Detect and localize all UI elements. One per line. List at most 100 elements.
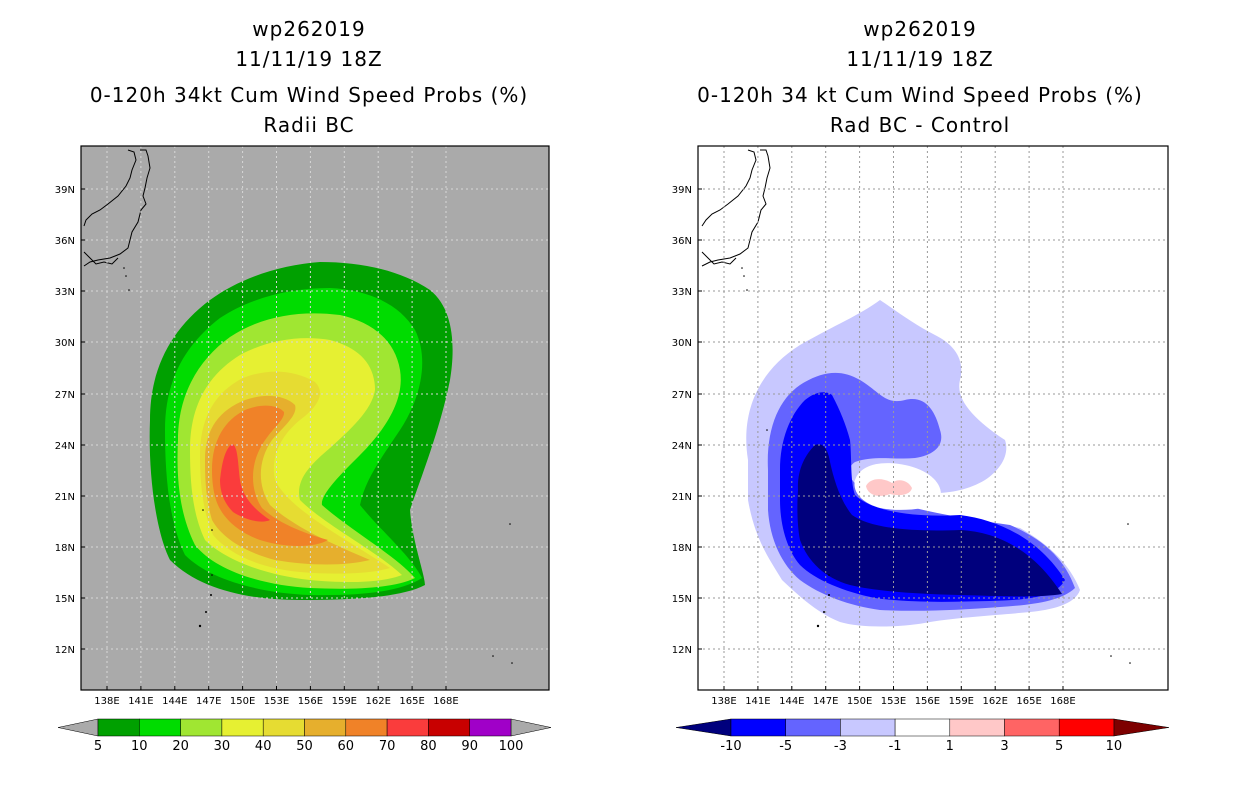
right-lon-label: 156E (915, 696, 940, 707)
left-colorbar-label: 60 (338, 739, 355, 754)
left-lon-label: 168E (433, 696, 458, 707)
right-lon-label: 168E (1050, 696, 1075, 707)
right-island-dot (743, 275, 745, 277)
left-datetime: 11/11/19 18Z (235, 47, 383, 71)
right-colorbar-max-arrow (1113, 718, 1169, 737)
left-lon-label: 141E (128, 696, 153, 707)
right-contour-plus1 (866, 479, 912, 496)
left-island-dot (202, 509, 204, 511)
left-lat-label: 30N (55, 338, 75, 349)
right-lat-label: 18N (672, 543, 692, 554)
right-lon-label: 162E (982, 696, 1007, 707)
right-colorbar-swatch (840, 718, 896, 737)
left-island-dot (509, 523, 511, 525)
left-colorbar-label: 80 (420, 739, 437, 754)
right-colorbar-label: 1 (946, 739, 954, 754)
right-colorbar-label: -5 (779, 739, 792, 754)
left-lat-label: 12N (55, 645, 75, 656)
left-map-panel: 138E 141E 144E 147E 150E 153E 156E 159E 162E 165E… (55, 145, 550, 707)
left-colorbar-label: 20 (172, 739, 189, 754)
left-colorbar-swatch (345, 718, 388, 737)
left-lon-label: 165E (399, 696, 424, 707)
left-map-frame (80, 145, 550, 691)
right-island-dot (1127, 523, 1129, 525)
left-colorbar-swatch (386, 718, 429, 737)
left-lat-label: 24N (55, 441, 75, 452)
left-colorbar-label: 40 (255, 739, 272, 754)
right-map-panel: 138E 141E 144E 147E 150E 153E 156E 159E 162E 165E… (672, 145, 1169, 707)
left-island-dot (211, 574, 213, 576)
left-lat-label: 15N (55, 594, 75, 605)
left-subtitle: Radii BC (263, 113, 355, 137)
left-colorbar: 5 10 20 30 40 50 60 70 80 90 100 (57, 718, 552, 754)
left-storm-id: wp262019 (252, 17, 366, 41)
right-lon-label: 141E (745, 696, 770, 707)
right-title-block: wp262019 11/11/19 18Z 0-120h 34 kt Cum W… (660, 14, 1180, 140)
right-island-dot (828, 594, 830, 596)
left-lon-label: 159E (332, 696, 357, 707)
right-colorbar-swatch (785, 718, 841, 737)
left-colorbar-swatch (97, 718, 140, 737)
right-colorbar-label: -1 (889, 739, 902, 754)
left-island-dot (511, 662, 513, 664)
right-datetime: 11/11/19 18Z (846, 47, 994, 71)
left-lon-label: 138E (94, 696, 119, 707)
left-coast-japan (83, 149, 151, 267)
right-colorbar-label: -3 (834, 739, 847, 754)
right-island-dot (1129, 662, 1131, 664)
left-lon-label: 147E (196, 696, 221, 707)
left-lat-label: 21N (55, 492, 75, 503)
right-lat-label: 39N (672, 185, 692, 196)
right-subtitle: Rad BC - Control (829, 113, 1011, 137)
left-colorbar-label: 5 (94, 739, 102, 754)
left-probability-contours (149, 262, 453, 600)
left-lat-label: 18N (55, 543, 75, 554)
left-lon-label: 156E (298, 696, 323, 707)
right-title: 0-120h 34 kt Cum Wind Speed Probs (%) (697, 83, 1143, 107)
right-islands (741, 267, 1131, 664)
left-island-dot (125, 275, 127, 277)
left-title: 0-120h 34kt Cum Wind Speed Probs (%) (89, 83, 529, 107)
left-colorbar-swatch (469, 718, 512, 737)
left-lon-label: 153E (264, 696, 289, 707)
right-lon-label: 165E (1016, 696, 1041, 707)
right-coast-kyushu (701, 251, 737, 265)
right-lat-label: 15N (672, 594, 692, 605)
right-coast-japan (701, 149, 771, 267)
left-island-dot (128, 289, 130, 291)
right-colorbar-swatch (894, 718, 951, 737)
left-island-dot (205, 611, 207, 613)
left-colorbar-swatch (139, 718, 181, 737)
left-island-dot (210, 594, 212, 596)
left-colorbar-label: 100 (499, 739, 524, 754)
right-colorbar-swatch (949, 718, 1005, 737)
left-islands (123, 267, 513, 664)
right-island-dot (766, 429, 768, 431)
left-colorbar-swatch (262, 718, 305, 737)
right-lat-label: 33N (672, 287, 692, 298)
left-colorbar-swatch (304, 718, 347, 737)
left-lon-label: 162E (365, 696, 390, 707)
right-island-dot (741, 267, 743, 269)
left-coast-island (83, 149, 137, 227)
right-gridlines (698, 146, 1168, 690)
right-colorbar-min-arrow (675, 718, 732, 737)
right-island-dot (816, 624, 820, 628)
left-coast-kyushu (83, 251, 119, 265)
right-island-dot (746, 289, 748, 291)
right-storm-id: wp262019 (863, 17, 977, 41)
right-lat-label: 27N (672, 390, 692, 401)
right-axis-ticks: 138E 141E 144E 147E 150E 153E 156E 159E 162E 165E… (672, 185, 1076, 707)
right-colorbar: -10 -5 -3 -1 1 3 5 10 (675, 718, 1169, 754)
left-colorbar-swatch (221, 718, 264, 737)
right-colorbar-label: -10 (720, 739, 741, 754)
right-lat-label: 36N (672, 236, 692, 247)
right-lon-label: 147E (813, 696, 838, 707)
right-lon-label: 144E (779, 696, 804, 707)
right-island-dot (1110, 655, 1112, 657)
left-colorbar-swatch (428, 718, 470, 737)
right-lon-label: 159E (949, 696, 974, 707)
left-colorbar-label: 70 (379, 739, 396, 754)
left-title-block: wp262019 11/11/19 18Z 0-120h 34kt Cum Wi… (60, 14, 558, 140)
left-lon-label: 144E (162, 696, 187, 707)
